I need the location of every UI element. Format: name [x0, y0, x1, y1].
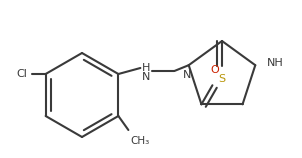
Text: H: H [142, 63, 151, 73]
Text: NH: NH [267, 58, 284, 68]
Text: N: N [142, 72, 151, 82]
Text: Cl: Cl [17, 69, 27, 79]
Text: S: S [218, 74, 226, 84]
Text: N: N [182, 70, 191, 80]
Text: O: O [210, 65, 219, 75]
Text: CH₃: CH₃ [130, 136, 149, 146]
